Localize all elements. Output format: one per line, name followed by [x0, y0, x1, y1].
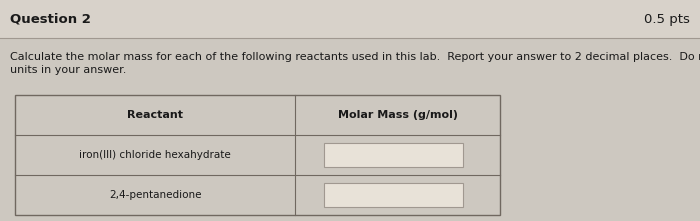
Text: 2,4-pentanedione: 2,4-pentanedione — [108, 190, 202, 200]
Text: Reactant: Reactant — [127, 110, 183, 120]
Bar — [323, 143, 463, 167]
Text: Question 2: Question 2 — [10, 13, 91, 25]
Text: units in your answer.: units in your answer. — [10, 65, 127, 75]
Text: iron(III) chloride hexahydrate: iron(III) chloride hexahydrate — [79, 150, 231, 160]
Bar — [15, 95, 500, 215]
Text: Calculate the molar mass for each of the following reactants used in this lab.  : Calculate the molar mass for each of the… — [10, 52, 700, 62]
Text: Molar Mass (g/mol): Molar Mass (g/mol) — [337, 110, 458, 120]
Bar — [0, 0, 700, 38]
Text: 0.5 pts: 0.5 pts — [644, 13, 690, 25]
Bar — [323, 183, 463, 207]
Bar — [15, 95, 500, 215]
